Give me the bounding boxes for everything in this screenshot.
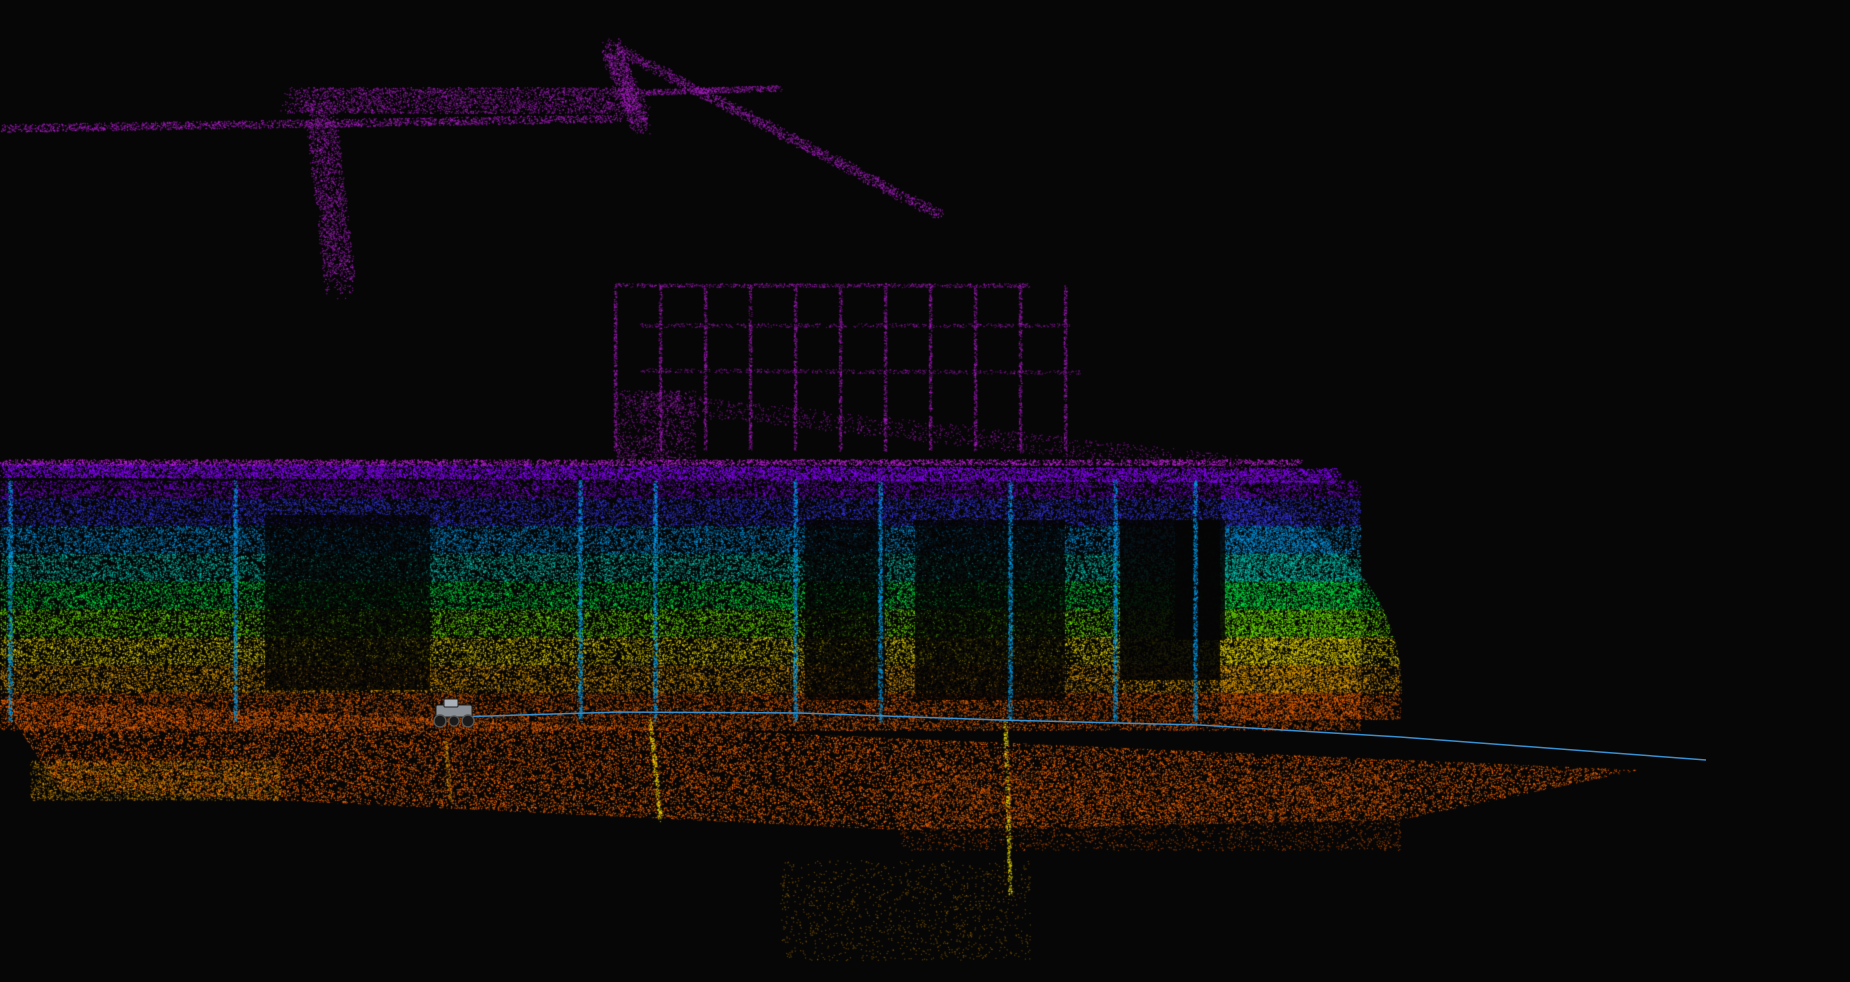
robot-rover-icon[interactable] bbox=[430, 697, 480, 729]
